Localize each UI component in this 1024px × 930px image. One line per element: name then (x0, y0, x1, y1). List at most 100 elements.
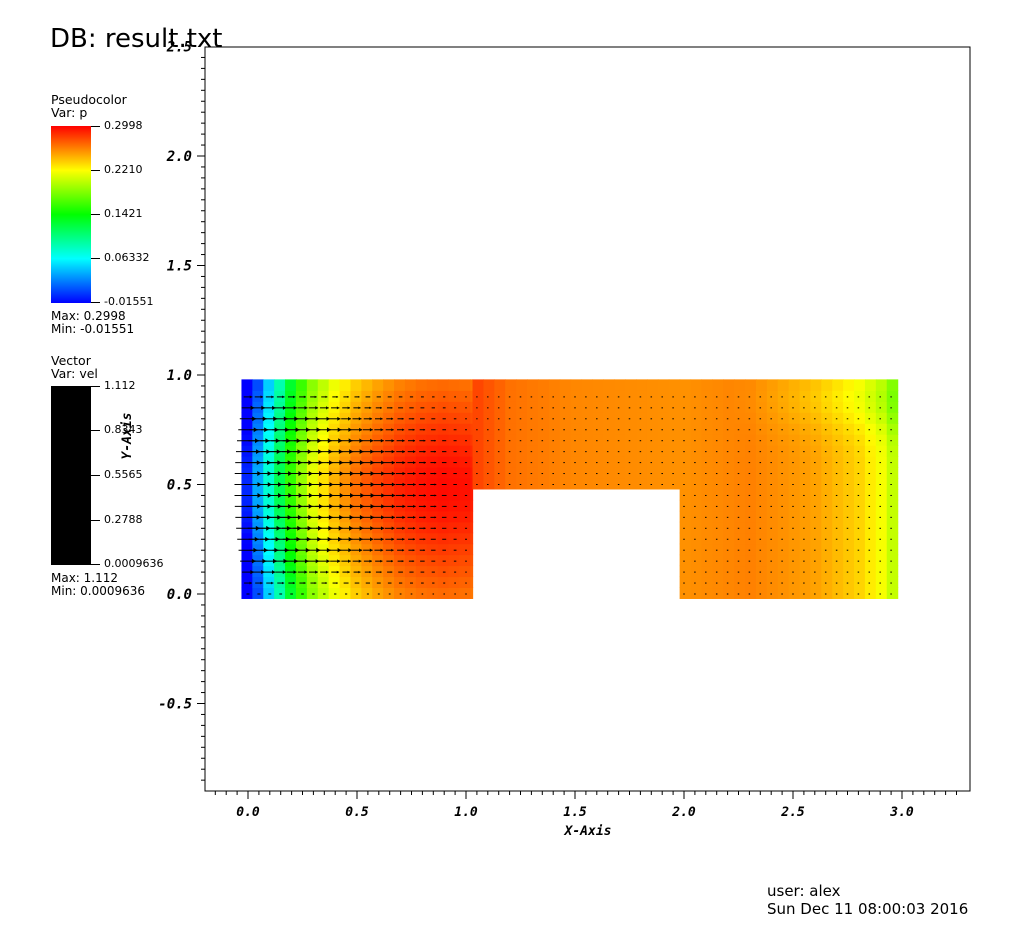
velocity-arrowhead (381, 504, 385, 509)
velocity-arrowhead (369, 548, 373, 552)
pressure-cell (350, 565, 362, 578)
pressure-cell (777, 456, 790, 468)
pressure-cell (701, 532, 713, 545)
pressure-cell (864, 434, 877, 446)
pressure-cell (372, 554, 384, 567)
pressure-cell (372, 390, 384, 402)
pressure-cell (821, 510, 833, 523)
pressure-cell (317, 488, 330, 501)
velocity-arrowhead (359, 449, 364, 455)
pressure-cell (437, 554, 450, 567)
pseudocolor-tick-mark (91, 126, 100, 127)
velocity-arrowhead (359, 537, 363, 542)
pressure-cell (448, 499, 461, 512)
velocity-arrowhead (348, 536, 353, 542)
velocity-arrowhead (381, 460, 385, 465)
pressure-cell (317, 423, 330, 435)
vector-tick-label: 1.112 (104, 379, 136, 392)
pressure-cell (690, 532, 703, 545)
pressure-cell (766, 565, 779, 578)
pressure-cell (426, 379, 439, 391)
pressure-cell (864, 390, 877, 402)
pressure-cell (636, 423, 648, 435)
pressure-cell (459, 576, 471, 589)
pressure-cell (723, 379, 735, 391)
pressure-cell (701, 510, 713, 523)
pressure-cell (494, 423, 506, 435)
pressure-cell (306, 401, 319, 413)
pressure-cell (712, 412, 724, 424)
pressure-cell (766, 543, 779, 556)
pressure-cell (470, 423, 474, 435)
pressure-cell (777, 434, 790, 446)
x-tick-label: 1.5 (563, 805, 587, 820)
pressure-cell (252, 423, 264, 435)
pressure-cell (361, 412, 373, 424)
pressure-cell (734, 543, 746, 556)
pressure-cell (426, 434, 439, 446)
pressure-cell (690, 434, 703, 446)
pressure-cell (777, 499, 790, 512)
pressure-cell (448, 477, 461, 490)
velocity-arrowhead (337, 416, 341, 421)
pressure-cell (592, 434, 604, 446)
pressure-cell (614, 401, 626, 413)
pressure-cell (350, 466, 362, 479)
pressure-cell (690, 488, 703, 501)
pseudocolor-tick-label: 0.2210 (104, 163, 143, 176)
velocity-arrowhead (337, 427, 342, 432)
pressure-cell (252, 379, 264, 391)
pressure-cell (625, 412, 637, 424)
pressure-cell (437, 466, 450, 479)
velocity-arrowhead (401, 560, 404, 563)
pressure-cell (810, 576, 822, 589)
pressure-cell (766, 390, 779, 402)
pressure-cell (383, 587, 395, 599)
vector-tick-mark (91, 520, 100, 521)
pressure-cell (679, 510, 692, 523)
pressure-cell (690, 401, 703, 413)
pressure-cell (350, 390, 362, 402)
pressure-cell (745, 510, 757, 523)
pressure-cell (832, 587, 844, 599)
pressure-cell (745, 466, 757, 479)
pressure-cell (306, 543, 319, 556)
pressure-cell (755, 379, 768, 391)
velocity-arrowhead (423, 428, 426, 431)
pressure-cell (668, 456, 681, 468)
pressure-cell (875, 423, 888, 435)
pressure-cell (832, 576, 844, 589)
pressure-cell (799, 521, 812, 534)
pressure-cell (745, 434, 757, 446)
pressure-cell (723, 565, 735, 578)
pressure-cell (843, 488, 855, 501)
pressure-cell (875, 532, 888, 545)
pressure-cell (306, 554, 319, 567)
pressure-cell (328, 477, 341, 490)
pressure-cell (548, 466, 561, 479)
pressure-cell (701, 379, 713, 391)
pressure-cell (723, 488, 735, 501)
pressure-cell (614, 456, 626, 468)
pressure-cell (570, 434, 583, 446)
pressure-cell (821, 456, 833, 468)
vector-tick-mark (91, 564, 100, 565)
pressure-cell (745, 587, 757, 599)
pressure-cell (404, 532, 417, 545)
velocity-arrowhead (402, 504, 406, 509)
velocity-arrowhead (370, 438, 374, 443)
pressure-cell (361, 499, 373, 512)
pressure-cell (690, 521, 703, 534)
pressure-cell (527, 456, 539, 468)
pressure-cell (470, 499, 474, 512)
pressure-cell (516, 456, 528, 468)
pressure-cell (799, 587, 812, 599)
pressure-cell (799, 565, 812, 578)
pressure-cell (263, 423, 275, 435)
pressure-cell (646, 423, 659, 435)
pressure-cell (361, 565, 373, 578)
pressure-cell (799, 488, 812, 501)
pressure-cell (274, 412, 286, 424)
pressure-cell (306, 488, 319, 501)
velocity-arrowhead (412, 439, 416, 442)
